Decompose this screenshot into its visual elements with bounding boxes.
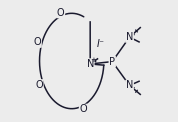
Text: N: N xyxy=(87,59,94,69)
Text: P: P xyxy=(109,57,115,67)
Text: +: + xyxy=(90,57,96,63)
Text: O: O xyxy=(35,80,43,90)
Text: I⁻: I⁻ xyxy=(96,39,104,49)
Text: N: N xyxy=(126,32,133,42)
Text: O: O xyxy=(80,104,87,114)
Text: O: O xyxy=(33,37,41,47)
Text: O: O xyxy=(57,8,64,18)
Text: N: N xyxy=(126,80,133,90)
